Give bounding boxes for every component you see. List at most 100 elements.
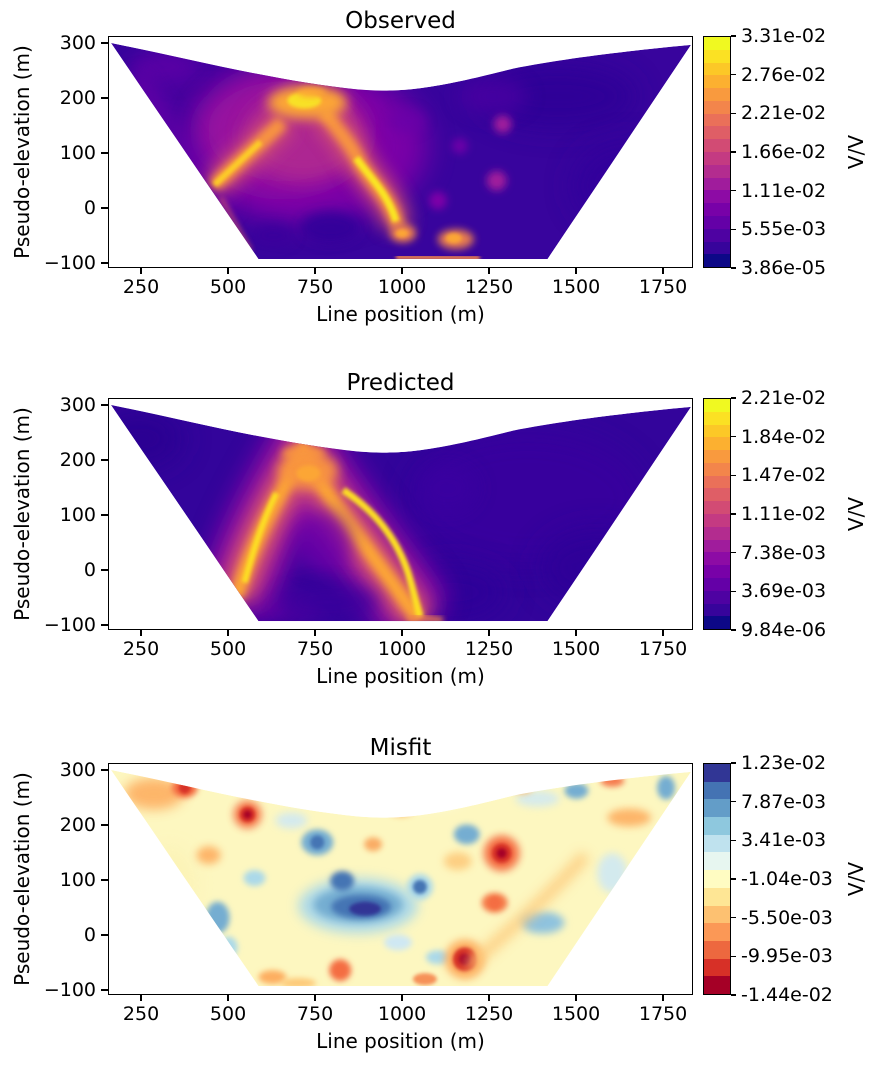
x-tick-label: 250 bbox=[122, 638, 160, 660]
observed-pseudosection bbox=[110, 42, 692, 260]
y-tick-label: 100 bbox=[59, 869, 96, 892]
panel-misfit: Misfit Pseudo-elevation (m) bbox=[0, 735, 894, 1066]
x-tick-label: 1750 bbox=[638, 638, 688, 660]
y-tick-label: 200 bbox=[59, 449, 96, 472]
colorbar-tick-mark bbox=[731, 994, 736, 996]
colorbar-segment bbox=[704, 450, 730, 463]
colorbar-segment bbox=[704, 399, 730, 412]
x-axis-label: Line position (m) bbox=[316, 1029, 485, 1053]
colorbar-tick-mark bbox=[731, 73, 736, 76]
colorbar-tick-label: 5.55e-03 bbox=[741, 218, 827, 241]
y-tick-mark bbox=[101, 97, 108, 99]
colorbar-tick-label: -9.95e-03 bbox=[741, 945, 833, 968]
colorbar-tick-mark bbox=[731, 513, 736, 515]
x-tick-mark bbox=[575, 630, 577, 636]
plot-title: Misfit bbox=[369, 735, 432, 761]
x-tick-mark bbox=[662, 995, 664, 1001]
colorbar-segment bbox=[704, 203, 730, 216]
panel-observed: Observed Pseudo-elevation (m) bbox=[0, 8, 894, 368]
colorbar-tick-mark bbox=[731, 916, 736, 919]
x-tick-mark bbox=[401, 995, 403, 1001]
colorbar-segment bbox=[704, 887, 730, 906]
colorbar-tick-mark bbox=[731, 839, 736, 842]
colorbar-tick-mark bbox=[731, 228, 736, 231]
colorbar-segment bbox=[704, 190, 730, 204]
y-tick-mark bbox=[101, 207, 108, 209]
colorbar-segment bbox=[704, 437, 730, 451]
y-tick-label: 200 bbox=[59, 814, 96, 837]
colorbar-tick-label: 1.11e-02 bbox=[741, 503, 827, 525]
plot-title: Observed bbox=[345, 8, 456, 34]
predicted-pseudosection bbox=[110, 404, 692, 622]
x-tick-label: 1500 bbox=[551, 1003, 601, 1025]
x-tick-mark bbox=[227, 268, 229, 274]
y-tick-mark bbox=[101, 624, 108, 626]
colorbar-tick-label: 1.66e-02 bbox=[741, 141, 827, 163]
colorbar-segment bbox=[704, 228, 730, 242]
colorbar-tick-label: 2.76e-02 bbox=[741, 63, 827, 86]
colorbar-label: V/V bbox=[844, 861, 868, 897]
x-tick-label: 1250 bbox=[464, 638, 514, 660]
y-tick-label: −100 bbox=[43, 979, 96, 1002]
x-tick-mark bbox=[314, 995, 316, 1001]
x-tick-label: 500 bbox=[209, 276, 247, 298]
colorbar-segment bbox=[704, 411, 730, 425]
y-tick-mark bbox=[101, 262, 108, 264]
x-tick-label: 250 bbox=[122, 276, 160, 298]
colorbar-tick-mark bbox=[731, 762, 736, 764]
y-tick-label: 200 bbox=[59, 87, 96, 110]
colorbar bbox=[703, 36, 731, 268]
x-tick-mark bbox=[488, 995, 490, 1001]
colorbar-segment bbox=[704, 539, 730, 553]
y-tick-label: 300 bbox=[59, 759, 96, 782]
x-tick-mark bbox=[140, 630, 142, 636]
plot-area bbox=[108, 36, 693, 268]
y-tick-mark bbox=[101, 569, 108, 571]
x-tick-mark bbox=[227, 995, 229, 1001]
x-tick-label: 500 bbox=[209, 1003, 247, 1025]
colorbar-segment bbox=[704, 488, 730, 502]
colorbar-segment bbox=[704, 139, 730, 153]
y-tick-mark bbox=[101, 404, 108, 406]
colorbar-segment bbox=[704, 781, 730, 800]
colorbar-tick-label: 3.69e-03 bbox=[741, 580, 827, 603]
colorbar-tick-label: 2.21e-02 bbox=[741, 387, 827, 409]
y-tick-mark bbox=[101, 152, 108, 154]
x-tick-label: 1250 bbox=[464, 276, 514, 298]
x-axis-label: Line position (m) bbox=[316, 302, 485, 326]
colorbar-tick-label: 3.41e-03 bbox=[741, 829, 827, 852]
x-tick-mark bbox=[314, 268, 316, 274]
colorbar-segment bbox=[704, 799, 730, 818]
colorbar-segment bbox=[704, 514, 730, 527]
y-tick-label: −100 bbox=[43, 614, 96, 637]
colorbar-tick-label: 3.31e-02 bbox=[741, 25, 827, 47]
x-tick-mark bbox=[662, 268, 664, 274]
colorbar-tick-mark bbox=[731, 590, 736, 593]
x-tick-mark bbox=[488, 630, 490, 636]
x-tick-mark bbox=[314, 630, 316, 636]
x-tick-mark bbox=[401, 630, 403, 636]
colorbar-segment bbox=[704, 49, 730, 63]
y-tick-mark bbox=[101, 42, 108, 44]
y-tick-label: 100 bbox=[59, 142, 96, 165]
colorbar-segment bbox=[704, 37, 730, 50]
colorbar-segment bbox=[704, 241, 730, 255]
colorbar-tick-label: 7.87e-03 bbox=[741, 790, 827, 813]
colorbar-tick-mark bbox=[731, 955, 736, 958]
x-tick-label: 750 bbox=[296, 638, 334, 660]
colorbar-segment bbox=[704, 164, 730, 178]
colorbar-segment bbox=[704, 62, 730, 76]
x-tick-label: 250 bbox=[122, 1003, 160, 1025]
x-tick-label: 500 bbox=[209, 638, 247, 660]
colorbar-segment bbox=[704, 834, 730, 853]
colorbar-segment bbox=[704, 501, 730, 515]
colorbar-tick-mark bbox=[731, 474, 736, 477]
colorbar-tick-mark bbox=[731, 189, 736, 192]
x-tick-label: 1750 bbox=[638, 1003, 688, 1025]
colorbar-segment bbox=[704, 603, 730, 617]
colorbar-segment bbox=[704, 940, 730, 959]
colorbar-segment bbox=[704, 177, 730, 191]
y-tick-mark bbox=[101, 769, 108, 771]
y-tick-mark bbox=[101, 514, 108, 516]
